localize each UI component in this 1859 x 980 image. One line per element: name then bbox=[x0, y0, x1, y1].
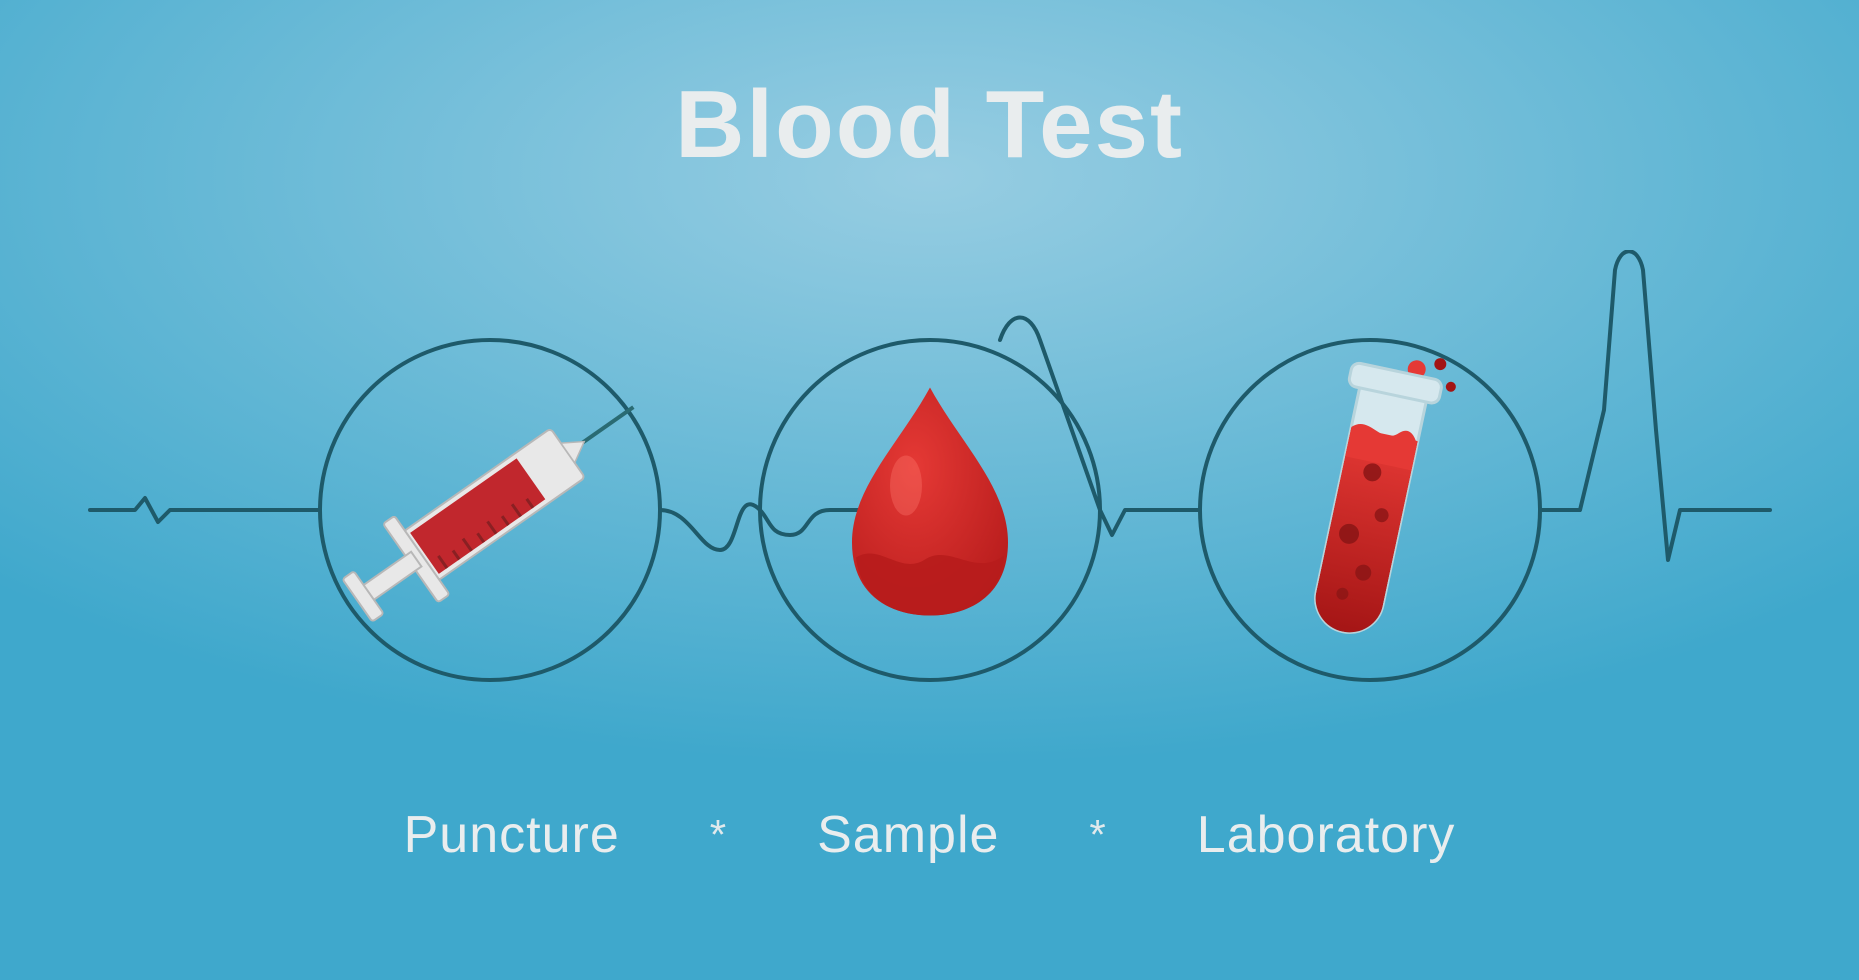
label-sample: Sample bbox=[817, 805, 999, 865]
separator-icon: * bbox=[710, 811, 727, 859]
icon-layer bbox=[0, 250, 1859, 730]
syringe-icon bbox=[300, 318, 680, 698]
test-tube-icon bbox=[1230, 333, 1510, 673]
label-puncture: Puncture bbox=[404, 805, 620, 865]
infographic-canvas: Blood Test bbox=[0, 0, 1859, 980]
label-laboratory: Laboratory bbox=[1197, 805, 1456, 865]
step-laboratory bbox=[1230, 333, 1510, 678]
blood-drop-icon bbox=[810, 368, 1050, 628]
page-title: Blood Test bbox=[0, 70, 1859, 180]
step-sample bbox=[810, 368, 1050, 633]
step-puncture bbox=[300, 318, 680, 703]
labels-row: Puncture * Sample * Laboratory bbox=[0, 805, 1859, 865]
separator-icon: * bbox=[1089, 811, 1106, 859]
